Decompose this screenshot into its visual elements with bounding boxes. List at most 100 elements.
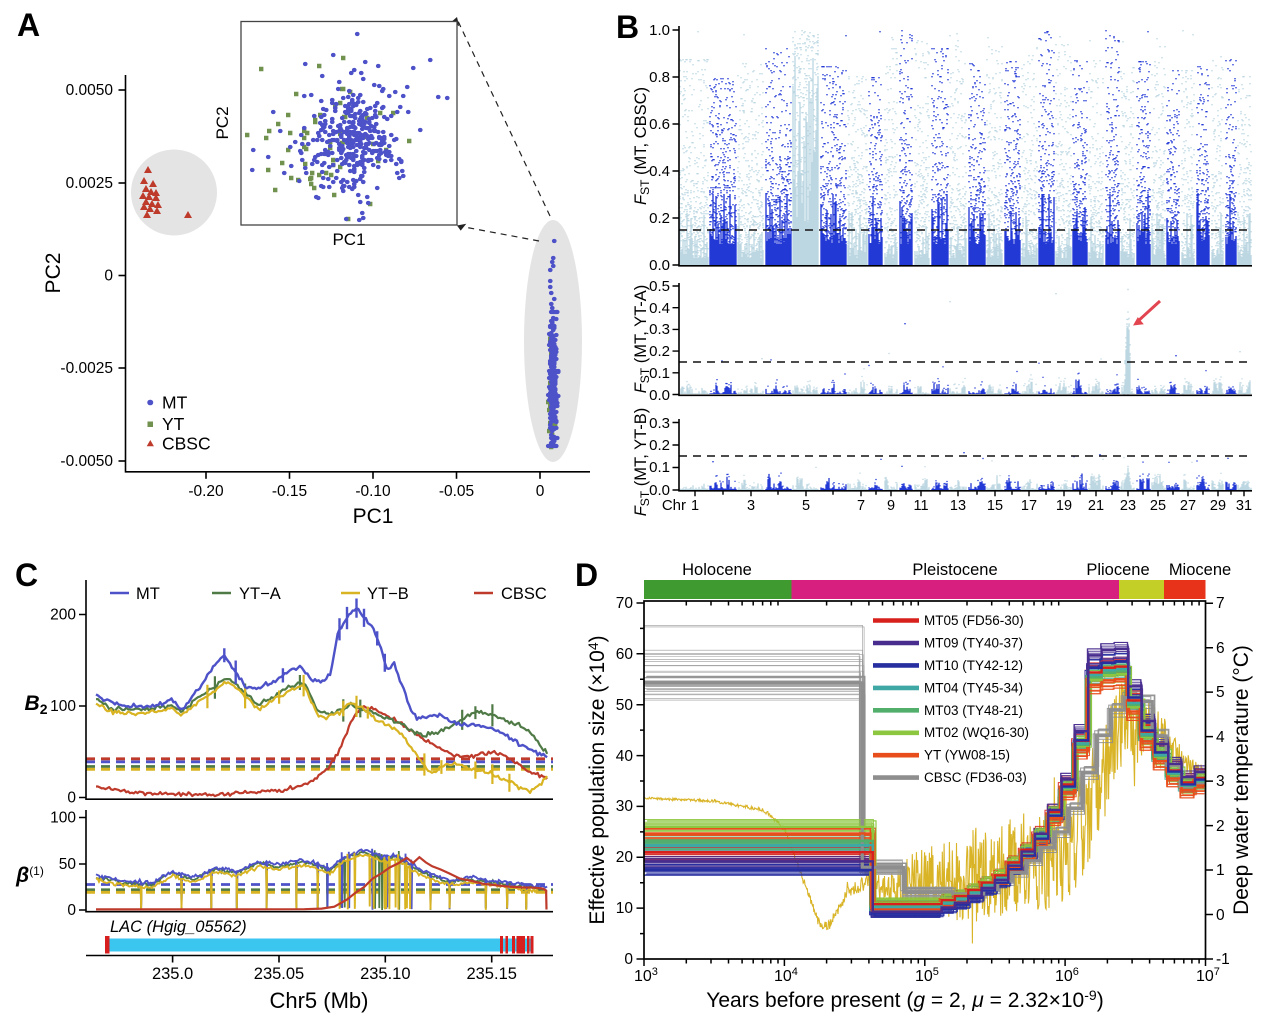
svg-text:A: A: [17, 7, 40, 43]
svg-text:B: B: [616, 9, 639, 45]
svg-text:0.2: 0.2: [649, 343, 670, 360]
svg-text:MT03 (TY48-21): MT03 (TY48-21): [924, 703, 1023, 718]
svg-text:19: 19: [1056, 498, 1072, 514]
svg-text:0.3: 0.3: [649, 321, 670, 338]
svg-text:0.4: 0.4: [649, 163, 670, 180]
svg-text:3: 3: [747, 498, 755, 514]
svg-text:235.05: 235.05: [254, 965, 304, 983]
svg-text:17: 17: [1021, 498, 1037, 514]
svg-text:YT: YT: [162, 414, 185, 434]
svg-text:1.0: 1.0: [649, 22, 670, 39]
svg-text:Effective population size (×10: Effective population size (×104): [585, 635, 609, 924]
svg-text:MT: MT: [162, 393, 188, 413]
svg-text:FST (MT, YT-A): FST (MT, YT-A): [632, 285, 652, 394]
svg-text:31: 31: [1236, 498, 1252, 514]
svg-text:YT (YW08-15): YT (YW08-15): [924, 748, 1010, 763]
svg-text:0.6: 0.6: [649, 116, 670, 133]
svg-text:0.0: 0.0: [649, 387, 670, 404]
svg-text:MT02 (WQ16-30): MT02 (WQ16-30): [924, 725, 1029, 740]
svg-text:0.0025: 0.0025: [66, 175, 113, 192]
svg-text:MT05 (FD56-30): MT05 (FD56-30): [924, 613, 1024, 628]
svg-text:4: 4: [1216, 729, 1225, 746]
svg-text:Years before present (g = 2, μ: Years before present (g = 2, μ = 2.32×10…: [706, 987, 1103, 1012]
svg-text:9: 9: [887, 498, 895, 514]
svg-text:13: 13: [950, 498, 966, 514]
svg-text:7: 7: [857, 498, 865, 514]
svg-text:0.2: 0.2: [649, 210, 670, 227]
svg-text:LAC (Hgig_05562): LAC (Hgig_05562): [110, 918, 247, 936]
svg-text:0: 0: [67, 902, 76, 919]
svg-text:MT: MT: [136, 585, 160, 603]
svg-text:-0.0050: -0.0050: [60, 453, 113, 470]
svg-text:-0.15: -0.15: [272, 483, 307, 500]
svg-text:100: 100: [50, 698, 76, 715]
svg-text:0: 0: [67, 790, 76, 807]
svg-text:15: 15: [987, 498, 1003, 514]
svg-text:29: 29: [1210, 498, 1226, 514]
svg-text:PC2: PC2: [42, 253, 65, 294]
svg-text:MT10 (TY42-12): MT10 (TY42-12): [924, 658, 1023, 673]
svg-text:-1: -1: [1216, 951, 1230, 968]
svg-text:2: 2: [1216, 818, 1225, 835]
svg-text:0.3: 0.3: [649, 415, 670, 432]
svg-text:200: 200: [50, 607, 76, 624]
svg-text:20: 20: [616, 849, 634, 866]
svg-text:Pleistocene: Pleistocene: [912, 561, 997, 579]
svg-text:0: 0: [624, 951, 633, 968]
svg-text:-0.05: -0.05: [439, 483, 474, 500]
svg-text:FST (MT, CBSC): FST (MT, CBSC): [632, 87, 652, 205]
svg-text:235.15: 235.15: [466, 965, 516, 983]
svg-text:0.0: 0.0: [649, 257, 670, 274]
svg-text:Miocene: Miocene: [1169, 561, 1231, 579]
svg-text:PC1: PC1: [332, 230, 365, 249]
svg-text:7: 7: [1216, 595, 1225, 612]
svg-text:1: 1: [1216, 862, 1225, 879]
svg-text:25: 25: [1150, 498, 1166, 514]
svg-text:0: 0: [1216, 907, 1225, 924]
svg-text:30: 30: [616, 798, 634, 815]
svg-text:CBSC (FD36-03): CBSC (FD36-03): [924, 770, 1027, 785]
svg-text:100: 100: [50, 810, 76, 827]
svg-text:23: 23: [1120, 498, 1136, 514]
svg-text:5: 5: [802, 498, 810, 514]
svg-text:0.1: 0.1: [649, 459, 670, 476]
svg-text:40: 40: [616, 748, 634, 765]
svg-text:1: 1: [691, 498, 699, 514]
svg-text:50: 50: [616, 697, 634, 714]
svg-text:0.0050: 0.0050: [66, 82, 114, 99]
svg-text:Chr: Chr: [662, 497, 686, 514]
svg-text:YT−B: YT−B: [367, 585, 409, 603]
svg-text:MT09 (TY40-37): MT09 (TY40-37): [924, 636, 1023, 651]
svg-text:70: 70: [616, 595, 634, 612]
svg-text:0.1: 0.1: [649, 365, 670, 382]
svg-text:5: 5: [1216, 684, 1225, 701]
svg-text:C: C: [15, 557, 38, 593]
svg-text:6: 6: [1216, 640, 1225, 657]
svg-text:D: D: [575, 557, 598, 593]
svg-text:0.5: 0.5: [649, 278, 670, 295]
svg-text:PC2: PC2: [213, 106, 232, 139]
svg-text:Deep water temperature (°C): Deep water temperature (°C): [1230, 645, 1253, 915]
svg-text:YT−A: YT−A: [239, 585, 281, 603]
svg-text:3: 3: [1216, 773, 1225, 790]
svg-text:235.0: 235.0: [152, 965, 193, 983]
svg-text:0.0: 0.0: [649, 482, 670, 499]
svg-text:CBSC: CBSC: [501, 585, 547, 603]
svg-text:10: 10: [616, 900, 634, 917]
svg-text:Chr5 (Mb): Chr5 (Mb): [269, 988, 368, 1013]
svg-text:21: 21: [1088, 498, 1104, 514]
svg-text:MT04 (TY45-34): MT04 (TY45-34): [924, 680, 1023, 695]
svg-text:Pliocene: Pliocene: [1086, 561, 1149, 579]
svg-text:235.10: 235.10: [360, 965, 410, 983]
svg-text:FST (MT, YT-B): FST (MT, YT-B): [632, 408, 652, 517]
svg-text:-0.20: -0.20: [188, 483, 224, 500]
svg-text:27: 27: [1180, 498, 1196, 514]
svg-text:0.4: 0.4: [649, 300, 670, 317]
svg-text:0.8: 0.8: [649, 69, 670, 86]
svg-text:50: 50: [59, 856, 77, 873]
svg-text:-0.10: -0.10: [355, 483, 391, 500]
svg-text:0.2: 0.2: [649, 437, 670, 454]
svg-text:CBSC: CBSC: [162, 434, 211, 454]
svg-text:Holocene: Holocene: [682, 561, 752, 579]
svg-text:PC1: PC1: [353, 505, 394, 528]
